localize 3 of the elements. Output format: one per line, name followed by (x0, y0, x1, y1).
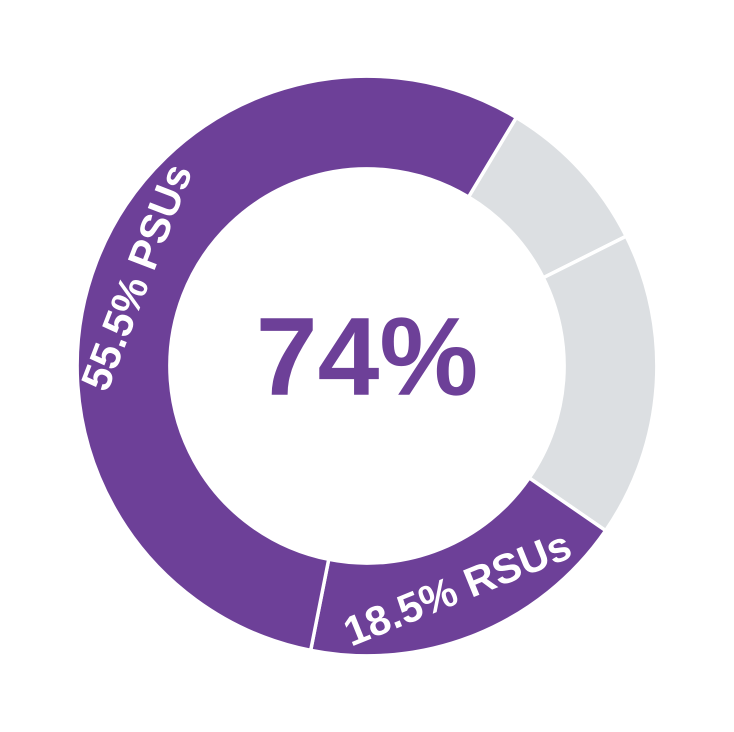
slice-label: 18.5% RSUs (342, 530, 573, 646)
text: 74% (260, 317, 476, 396)
slice-label: 55.5% PSUs (80, 162, 193, 392)
